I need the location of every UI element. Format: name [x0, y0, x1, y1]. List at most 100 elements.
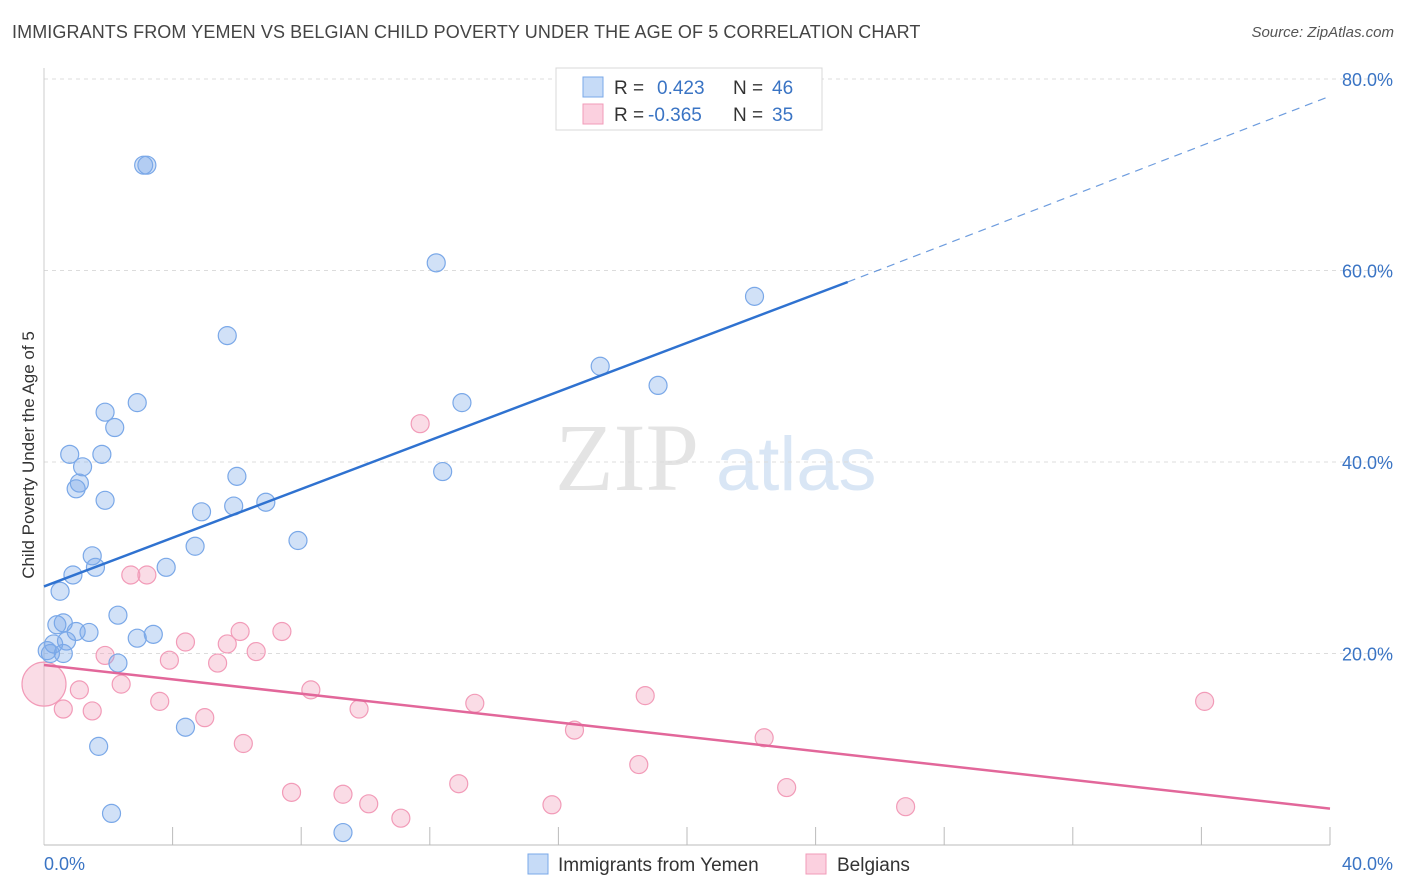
- yemen-point-11: [66, 479, 86, 499]
- y-tick-labels: 20.0% 40.0% 60.0% 80.0%: [1342, 70, 1393, 665]
- x-tick-label-1: 40.0%: [1342, 854, 1393, 874]
- yemen-point-30: [156, 557, 176, 577]
- yemen-point-19: [95, 490, 115, 510]
- y-tick-label-0: 20.0%: [1342, 645, 1393, 665]
- yemen-point-21: [101, 803, 122, 824]
- chart-source: Source: ZipAtlas.com: [1251, 24, 1394, 41]
- yemen-point-42: [452, 393, 472, 413]
- yemen-point-14: [79, 622, 99, 643]
- belgians-point-24: [410, 414, 430, 434]
- y-tick-label-1: 40.0%: [1342, 453, 1393, 473]
- watermark-zip: ZIP: [555, 404, 699, 511]
- yemen-point-44: [648, 375, 668, 395]
- belgians-point-1: [53, 699, 73, 719]
- yemen-point-18: [92, 444, 112, 464]
- belgians-point-18: [281, 782, 302, 802]
- axes: [43, 68, 1331, 846]
- belgians-point-5: [111, 674, 131, 694]
- belgians-point-9: [159, 650, 179, 670]
- yemen-trend-extension: [847, 95, 1331, 283]
- belgians-point-6: [121, 565, 141, 585]
- belgians-point-27: [542, 795, 562, 815]
- legend-belgians-label: Belgians: [837, 855, 910, 876]
- yemen-point-12: [69, 473, 89, 493]
- yemen-point-41: [433, 461, 453, 482]
- x-tick-label-0: 0.0%: [44, 854, 85, 874]
- yemen-point-29: [143, 624, 163, 644]
- belgians-point-25: [449, 774, 469, 794]
- yemen-n-value: 46: [772, 78, 793, 99]
- belgians-point-23: [391, 808, 411, 828]
- belgians-point-16: [246, 641, 266, 662]
- belgians-point-15: [233, 733, 253, 754]
- legend-yemen-swatch: [527, 853, 549, 875]
- belgians-point-17: [272, 621, 292, 642]
- yemen-point-25: [127, 393, 147, 413]
- legend-belgians-swatch: [805, 853, 827, 875]
- trend-lines: [43, 95, 1331, 810]
- yemen-point-34: [217, 326, 237, 346]
- yemen-point-13: [72, 457, 93, 477]
- belgians-r-label: R =: [614, 105, 644, 126]
- belgians-points: [21, 414, 1215, 828]
- belgians-point-7: [137, 565, 157, 585]
- yemen-point-26: [127, 628, 147, 648]
- yemen-point-6: [53, 643, 73, 664]
- belgians-point-21: [349, 699, 369, 719]
- belgians-n-label: N =: [733, 105, 763, 126]
- y-tick-label-2: 60.0%: [1342, 262, 1393, 282]
- belgians-trend-line: [43, 663, 1331, 810]
- belgians-point-22: [359, 794, 379, 814]
- belgians-point-14: [230, 621, 250, 642]
- belgians-point-11: [195, 708, 215, 728]
- yemen-point-23: [108, 653, 128, 673]
- belgians-point-13: [217, 634, 237, 654]
- watermark: ZIP atlas: [555, 404, 877, 511]
- belgians-point-8: [150, 691, 170, 711]
- yemen-point-31: [175, 717, 196, 737]
- watermark-atlas: atlas: [716, 422, 877, 507]
- yemen-r-label: R =: [614, 78, 644, 99]
- yemen-r-value: 0.423: [657, 78, 705, 99]
- yemen-point-36: [227, 466, 247, 486]
- yemen-point-20: [95, 402, 115, 422]
- belgians-point-34: [1195, 691, 1215, 711]
- belgians-legend-swatch: [582, 103, 604, 125]
- y-tick-label-3: 80.0%: [1342, 70, 1393, 90]
- yemen-point-22: [105, 417, 125, 438]
- yemen-point-38: [288, 530, 308, 551]
- x-tick-labels: 0.0% 40.0%: [44, 854, 1393, 874]
- belgians-point-3: [82, 701, 102, 721]
- yemen-point-40: [426, 253, 446, 273]
- yemen-point-17: [89, 736, 109, 756]
- belgians-point-29: [629, 754, 649, 775]
- yemen-point-45: [744, 286, 765, 306]
- yemen-n-label: N =: [733, 78, 763, 99]
- yemen-trend-line: [43, 280, 849, 588]
- belgians-point-12: [208, 653, 228, 673]
- y-axis-label: Child Poverty Under the Age of 5: [19, 331, 38, 579]
- yemen-point-15: [82, 546, 102, 566]
- legend-yemen-label: Immigrants from Yemen: [558, 855, 759, 876]
- belgians-point-32: [777, 777, 797, 798]
- chart-title: IMMIGRANTS FROM YEMEN VS BELGIAN CHILD P…: [12, 22, 921, 42]
- yemen-point-32: [185, 536, 205, 556]
- belgians-point-10: [175, 632, 196, 652]
- yemen-point-24: [108, 605, 128, 625]
- gridlines: [44, 78, 1395, 654]
- yemen-legend-swatch: [582, 76, 604, 98]
- belgians-point-33: [896, 797, 916, 817]
- belgians-point-30: [635, 686, 655, 706]
- belgians-point-0: [21, 661, 67, 707]
- series-legend: Immigrants from Yemen Belgians: [527, 853, 910, 876]
- belgians-n-value: 35: [772, 105, 793, 126]
- yemen-point-39: [333, 822, 353, 843]
- yemen-points: [37, 155, 765, 843]
- yemen-point-8: [60, 444, 80, 464]
- yemen-point-4: [50, 581, 70, 601]
- belgians-r-value: -0.365: [648, 105, 702, 126]
- stats-legend: R = 0.423 N = 46 R = -0.365 N = 35: [555, 67, 823, 131]
- belgians-point-20: [333, 784, 353, 804]
- belgians-point-2: [69, 680, 89, 700]
